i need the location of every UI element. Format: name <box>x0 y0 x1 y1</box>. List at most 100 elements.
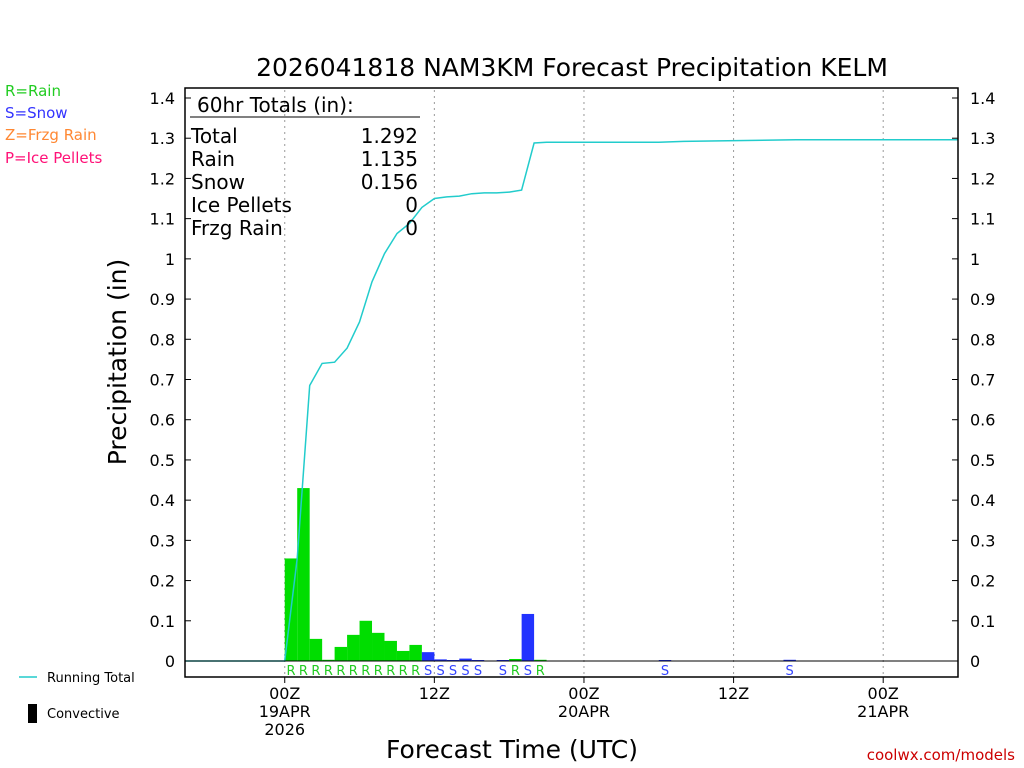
ptype-letter: R <box>374 664 383 679</box>
ptype-letter: S <box>424 664 432 679</box>
y-tick-label-right: 1.2 <box>970 169 995 188</box>
y-tick-label-right: 0.3 <box>970 531 995 550</box>
convective-legend-swatch <box>28 704 37 723</box>
totals-value-ice-pellets: 0 <box>405 193 418 217</box>
y-tick-label-left: 1.4 <box>150 89 175 108</box>
x-tick-label: 20APR <box>558 702 610 721</box>
ptype-legend-ice-pellets: P=Ice Pellets <box>5 149 103 167</box>
precip-bar <box>309 638 323 661</box>
y-tick-label-right: 0 <box>970 652 980 671</box>
precip-bars <box>284 488 796 661</box>
ptype-letter: R <box>349 664 358 679</box>
precip-bar <box>521 613 535 661</box>
y-tick-label-left: 0 <box>165 652 175 671</box>
convective-legend-label: Convective <box>47 707 120 722</box>
y-tick-label-left: 0.5 <box>150 451 175 470</box>
ptype-letter: R <box>299 664 308 679</box>
credit-text: coolwx.com/models <box>867 746 1015 764</box>
y-tick-label-left: 0.1 <box>150 612 175 631</box>
y-tick-label-right: 0.8 <box>970 330 995 349</box>
gridlines <box>284 90 884 676</box>
ptype-letter: S <box>436 664 444 679</box>
y-tick-label-right: 0.1 <box>970 612 995 631</box>
y-tick-label-left: 0.4 <box>150 491 175 510</box>
y-tick-label-left: 0.3 <box>150 531 175 550</box>
y-tick-label-left: 0.7 <box>150 371 175 390</box>
totals-value-freezing-rain: 0 <box>405 216 418 240</box>
y-tick-label-right: 1.4 <box>970 89 995 108</box>
ptype-letter: R <box>324 664 333 679</box>
precip-bar <box>334 646 348 661</box>
precip-bar <box>534 659 547 661</box>
y-tick-label-right: 0.5 <box>970 451 995 470</box>
precip-bar <box>509 658 522 661</box>
running-total-legend-label: Running Total <box>47 671 135 686</box>
ptype-letter: S <box>449 664 457 679</box>
ptype-letter: R <box>411 664 420 679</box>
totals-value-total: 1.292 <box>361 124 418 148</box>
totals-label-total: Total <box>190 124 238 148</box>
plot-frame <box>184 87 959 678</box>
precip-bar <box>434 659 447 661</box>
ptype-letter: R <box>311 664 320 679</box>
y-tick-label-left: 0.9 <box>150 290 175 309</box>
ptype-letter: S <box>461 664 469 679</box>
totals-label-freezing-rain: Frzg Rain <box>191 216 283 240</box>
ptype-legend-snow: S=Snow <box>5 104 68 122</box>
x-tick-label: 00Z <box>868 684 899 703</box>
precip-bar <box>322 659 335 661</box>
y-tick-label-right: 0.6 <box>970 411 995 430</box>
totals-label-snow: Snow <box>191 170 245 194</box>
ptype-letter: S <box>499 664 507 679</box>
y-tick-label-left: 0.6 <box>150 411 175 430</box>
ptype-legend-freezing-rain: Z=Frzg Rain <box>5 126 97 144</box>
x-tick-label: 12Z <box>419 684 450 703</box>
running-total-line <box>185 139 958 662</box>
y-tick-label-right: 0.9 <box>970 290 995 309</box>
y-tick-label-right: 0.4 <box>970 491 995 510</box>
chart-title: 2026041818 NAM3KM Forecast Precipitation… <box>256 53 888 82</box>
ptype-legend-rain: R=Rain <box>5 82 61 100</box>
ptype-letter: R <box>399 664 408 679</box>
ptype-letter: R <box>286 664 295 679</box>
precip-bar <box>372 632 385 661</box>
ptype-letter: S <box>474 664 482 679</box>
y-axis-title: Precipitation (in) <box>103 259 132 466</box>
ptype-letter: R <box>536 664 545 679</box>
ptype-letter: S <box>524 664 532 679</box>
y-tick-label-left: 1.1 <box>150 210 175 229</box>
x-tick-label: 00Z <box>269 684 300 703</box>
totals-label-rain: Rain <box>191 147 235 171</box>
y-tick-label-left: 1 <box>165 250 175 269</box>
totals-value-snow: 0.156 <box>361 170 418 194</box>
x-tick-label: 19APR <box>259 702 311 721</box>
x-tick-label: 2026 <box>264 720 305 739</box>
x-axis-title: Forecast Time (UTC) <box>386 735 638 764</box>
precip-bar <box>347 634 360 661</box>
ptype-letter: S <box>786 664 794 679</box>
x-tick-label: 00Z <box>568 684 599 703</box>
y-tick-label-left: 0.8 <box>150 330 175 349</box>
totals-header: 60hr Totals (in): <box>197 93 354 117</box>
y-tick-label-right: 0.7 <box>970 371 995 390</box>
ptype-letter: R <box>386 664 395 679</box>
x-tick-label: 12Z <box>718 684 749 703</box>
x-tick-label: 21APR <box>857 702 909 721</box>
ptype-letter: R <box>336 664 345 679</box>
y-tick-label-right: 1.1 <box>970 210 995 229</box>
y-tick-label-right: 1 <box>970 250 980 269</box>
ptype-letter: S <box>661 664 669 679</box>
totals-label-ice-pellets: Ice Pellets <box>191 193 292 217</box>
precip-bar <box>783 659 796 661</box>
y-tick-label-right: 0.2 <box>970 572 995 591</box>
precip-bar <box>421 652 435 661</box>
y-tick-label-left: 1.3 <box>150 129 175 148</box>
series-legend: Running Total Convective <box>19 671 135 723</box>
precip-bar <box>396 650 410 661</box>
ptype-letter: R <box>361 664 370 679</box>
precip-bar <box>384 640 397 661</box>
ptype-letter: R <box>511 664 520 679</box>
